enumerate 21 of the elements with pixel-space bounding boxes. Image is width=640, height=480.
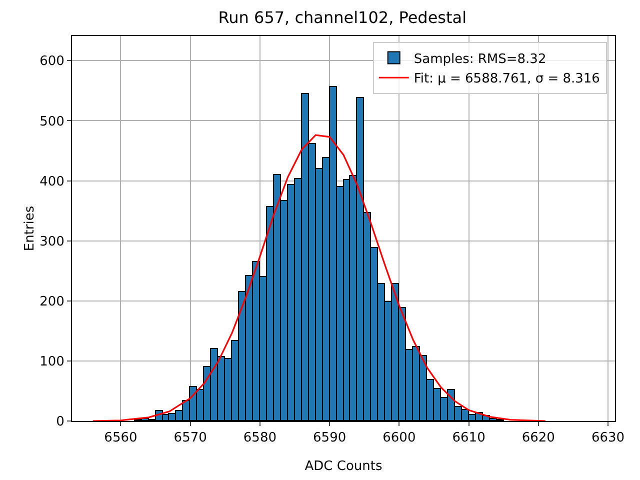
x-tick-label: 6610 <box>452 430 486 446</box>
y-tick-label: 400 <box>40 174 64 190</box>
legend-label: Samples: RMS=8.32 <box>414 52 546 67</box>
x-tick-label: 6630 <box>591 430 625 446</box>
line-series <box>92 134 546 421</box>
x-tick-label: 6600 <box>382 430 416 446</box>
y-tick-label: 500 <box>40 114 64 130</box>
y-axis-title: Entries <box>22 206 38 252</box>
x-axis-title: ADC Counts <box>304 459 382 474</box>
y-tick-label: 600 <box>40 54 64 70</box>
x-tick-label: 6570 <box>174 430 207 446</box>
y-tick-label: 300 <box>40 234 64 250</box>
x-tick-label: 6580 <box>243 430 277 446</box>
y-tick-label: 0 <box>56 414 64 430</box>
y-tick-label: 100 <box>40 354 64 370</box>
x-tick-label: 6620 <box>522 430 555 446</box>
x-tick-label: 6590 <box>313 430 346 446</box>
y-tick-label: 200 <box>40 294 64 310</box>
chart-title: Run 657, channel102, Pedestal <box>218 8 467 28</box>
x-tick-label: 6560 <box>104 430 138 446</box>
legend-label: Fit: μ = 6588.761, σ = 8.316 <box>414 72 600 87</box>
